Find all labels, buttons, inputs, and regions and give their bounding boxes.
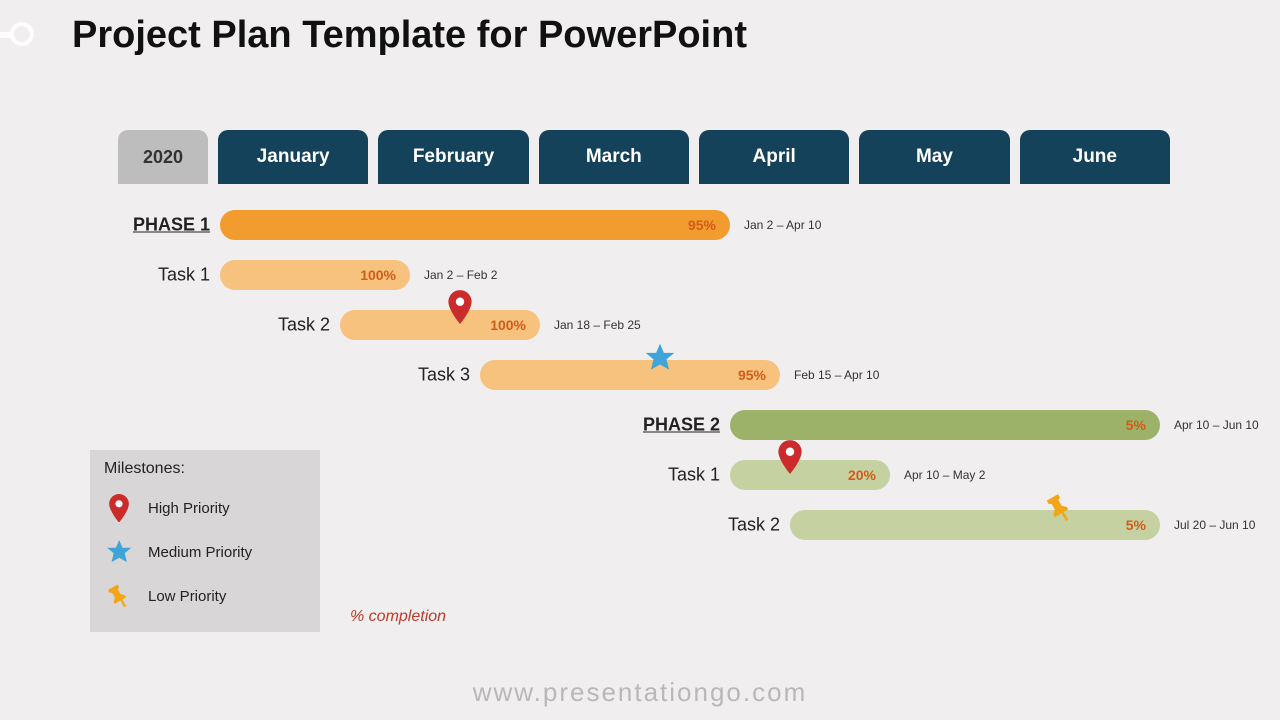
row-label: Task 3 <box>418 365 470 386</box>
legend-row: High Priority <box>104 486 306 530</box>
pct-label: 5% <box>1126 417 1146 433</box>
gantt-bar: 20% <box>730 460 890 490</box>
gantt-task-row: Task 3 95% Feb 15 – Apr 10 <box>90 350 1190 400</box>
month-box: June <box>1020 130 1170 184</box>
row-label: Task 1 <box>158 265 210 286</box>
row-label: Task 2 <box>278 315 330 336</box>
month-box: February <box>378 130 528 184</box>
milestones-legend: Milestones: High Priority Medium Priorit… <box>90 450 320 632</box>
date-range-label: Jan 18 – Feb 25 <box>554 318 641 332</box>
gantt-task-row: Task 1 100% Jan 2 – Feb 2 <box>90 250 1190 300</box>
timeline-header: 2020 JanuaryFebruaryMarchAprilMayJune <box>118 130 1170 184</box>
milestone-pin-icon <box>777 440 803 479</box>
pin-icon <box>777 440 803 474</box>
milestone-star-icon <box>644 342 675 378</box>
gantt-phase-row: PHASE 1 95% Jan 2 – Apr 10 <box>90 200 1190 250</box>
pct-label: 5% <box>1126 517 1146 533</box>
legend-star-icon <box>104 539 134 565</box>
date-range-label: Apr 10 – May 2 <box>904 468 985 482</box>
row-label: Task 1 <box>668 465 720 486</box>
pin-icon <box>447 290 473 324</box>
page-title: Project Plan Template for PowerPoint <box>72 14 747 57</box>
milestone-pin-icon <box>447 290 473 329</box>
year-box: 2020 <box>118 130 208 184</box>
legend-label: Medium Priority <box>148 544 252 561</box>
date-range-label: Jan 2 – Feb 2 <box>424 268 497 282</box>
gantt-bar: 5% <box>790 510 1160 540</box>
legend-pin-icon <box>104 494 134 523</box>
row-label: PHASE 1 <box>133 215 210 236</box>
gantt-bar: 95% <box>220 210 730 240</box>
pct-label: 95% <box>688 217 716 233</box>
month-box: March <box>539 130 689 184</box>
legend-pushpin-icon <box>104 583 134 609</box>
row-label: PHASE 2 <box>643 415 720 436</box>
month-box: May <box>859 130 1009 184</box>
pct-label: 100% <box>490 317 526 333</box>
legend-label: Low Priority <box>148 588 226 605</box>
legend-title: Milestones: <box>104 460 306 478</box>
pushpin-icon <box>106 583 132 609</box>
star-icon <box>644 342 675 373</box>
month-box: January <box>218 130 368 184</box>
date-range-label: Apr 10 – Jun 10 <box>1174 418 1259 432</box>
date-range-label: Jan 2 – Apr 10 <box>744 218 821 232</box>
gantt-bar: 100% <box>220 260 410 290</box>
completion-note-label: % completion <box>350 608 446 626</box>
pct-label: 95% <box>738 367 766 383</box>
star-icon <box>106 539 132 565</box>
legend-row: Low Priority <box>104 574 306 618</box>
gantt-bar: 95% <box>480 360 780 390</box>
gantt-bar: 100% <box>340 310 540 340</box>
row-label: Task 2 <box>728 515 780 536</box>
gantt-phase-row: PHASE 25%Apr 10 – Jun 10 <box>90 400 1190 450</box>
legend-row: Medium Priority <box>104 530 306 574</box>
gantt-task-row: Task 2 100% Jan 18 – Feb 25 <box>90 300 1190 350</box>
month-box: April <box>699 130 849 184</box>
date-range-label: Feb 15 – Apr 10 <box>794 368 879 382</box>
date-range-label: Jul 20 – Jun 10 <box>1174 518 1255 532</box>
pct-label: 100% <box>360 267 396 283</box>
pin-icon <box>108 494 130 523</box>
legend-label: High Priority <box>148 500 230 517</box>
footer-url: www.presentationgo.com <box>0 677 1280 708</box>
pct-label: 20% <box>848 467 876 483</box>
gantt-bar: 5% <box>730 410 1160 440</box>
pushpin-icon <box>1044 492 1075 523</box>
title-decor-ring <box>10 22 34 46</box>
milestone-pushpin-icon <box>1044 492 1075 528</box>
